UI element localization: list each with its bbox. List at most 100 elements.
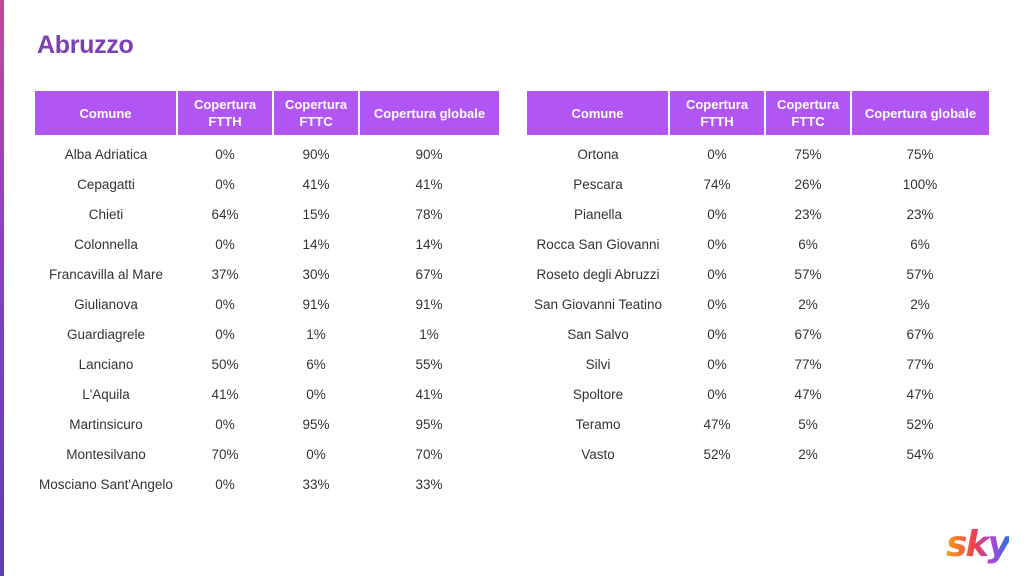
cell-copertura-ftth: 74% bbox=[703, 176, 731, 192]
table-row: Rocca San Giovanni 0% 6% 6% bbox=[527, 229, 989, 259]
cell-copertura-fttc: 47% bbox=[794, 386, 822, 402]
cell-copertura-globale: 47% bbox=[906, 386, 934, 402]
cell-copertura-ftth: 0% bbox=[215, 176, 235, 192]
table-row: Mosciano Sant'Angelo 0% 33% 33% bbox=[35, 469, 499, 499]
cell-comune: Silvi bbox=[585, 356, 611, 372]
cell-comune: San Giovanni Teatino bbox=[533, 296, 663, 312]
cell-copertura-ftth: 0% bbox=[707, 206, 727, 222]
table-row: Cepagatti 0% 41% 41% bbox=[35, 169, 499, 199]
table-row: Vasto 52% 2% 54% bbox=[527, 439, 989, 469]
cell-comune: Roseto degli Abruzzi bbox=[536, 266, 660, 282]
cell-copertura-ftth: 0% bbox=[707, 386, 727, 402]
cell-copertura-ftth: 0% bbox=[707, 146, 727, 162]
cell-comune: Cepagatti bbox=[77, 176, 135, 192]
table-row: Giulianova 0% 91% 91% bbox=[35, 289, 499, 319]
header-copertura-ftth: Copertura FTTH bbox=[669, 91, 766, 135]
header-comune: Comune bbox=[527, 91, 670, 135]
cell-copertura-fttc: 33% bbox=[302, 476, 330, 492]
cell-copertura-ftth: 0% bbox=[215, 326, 235, 342]
table-row: Guardiagrele 0% 1% 1% bbox=[35, 319, 499, 349]
cell-copertura-globale: 52% bbox=[906, 416, 934, 432]
cell-copertura-globale: 91% bbox=[415, 296, 443, 312]
cell-copertura-globale: 41% bbox=[415, 386, 443, 402]
table-row: Pescara 74% 26% 100% bbox=[527, 169, 989, 199]
cell-copertura-fttc: 67% bbox=[794, 326, 822, 342]
cell-comune: Chieti bbox=[88, 206, 124, 222]
cell-comune: San Salvo bbox=[567, 326, 629, 342]
cell-copertura-globale: 33% bbox=[415, 476, 443, 492]
cell-copertura-fttc: 15% bbox=[302, 206, 330, 222]
header-copertura-fttc: Copertura FTTC bbox=[273, 91, 360, 135]
table-row: L'Aquila 41% 0% 41% bbox=[35, 379, 499, 409]
table-body-right: Ortona 0% 75% 75% Pescara 74% 26% 100% Pianella 0… bbox=[527, 135, 989, 469]
cell-copertura-ftth: 0% bbox=[215, 296, 235, 312]
cell-copertura-fttc: 6% bbox=[798, 236, 818, 252]
cell-comune: Alba Adriatica bbox=[64, 146, 148, 162]
cell-copertura-ftth: 0% bbox=[215, 146, 235, 162]
cell-comune: L'Aquila bbox=[82, 386, 130, 402]
cell-comune: Vasto bbox=[581, 446, 615, 462]
cell-copertura-fttc: 5% bbox=[798, 416, 818, 432]
cell-copertura-fttc: 90% bbox=[302, 146, 330, 162]
coverage-table-left: Comune Copertura FTTH Copertura FTTC Cop… bbox=[35, 91, 499, 499]
table-row: San Salvo 0% 67% 67% bbox=[527, 319, 989, 349]
cell-copertura-ftth: 0% bbox=[215, 476, 235, 492]
cell-copertura-ftth: 0% bbox=[215, 236, 235, 252]
cell-comune: Ortona bbox=[577, 146, 619, 162]
cell-comune: Mosciano Sant'Angelo bbox=[39, 476, 173, 492]
table-row: Silvi 0% 77% 77% bbox=[527, 349, 989, 379]
table-row: San Giovanni Teatino 0% 2% 2% bbox=[527, 289, 989, 319]
cell-copertura-globale: 2% bbox=[910, 296, 930, 312]
page-title: Abruzzo bbox=[37, 31, 134, 59]
cell-copertura-ftth: 0% bbox=[707, 356, 727, 372]
cell-copertura-fttc: 23% bbox=[794, 206, 822, 222]
cell-copertura-fttc: 77% bbox=[794, 356, 822, 372]
cell-copertura-ftth: 37% bbox=[211, 266, 239, 282]
cell-copertura-fttc: 0% bbox=[306, 446, 326, 462]
cell-copertura-ftth: 0% bbox=[707, 296, 727, 312]
cell-comune: Rocca San Giovanni bbox=[536, 236, 660, 252]
table-row: Chieti 64% 15% 78% bbox=[35, 199, 499, 229]
cell-copertura-globale: 67% bbox=[415, 266, 443, 282]
cell-copertura-globale: 90% bbox=[415, 146, 443, 162]
cell-copertura-globale: 95% bbox=[415, 416, 443, 432]
cell-copertura-fttc: 2% bbox=[798, 446, 818, 462]
cell-comune: Giulianova bbox=[74, 296, 138, 312]
cell-comune: Colonnella bbox=[74, 236, 138, 252]
header-copertura-ftth: Copertura FTTH bbox=[177, 91, 274, 135]
cell-comune: Pescara bbox=[573, 176, 623, 192]
cell-copertura-ftth: 50% bbox=[211, 356, 239, 372]
cell-comune: Teramo bbox=[575, 416, 621, 432]
cell-comune: Martinsicuro bbox=[69, 416, 143, 432]
cell-comune: Lanciano bbox=[78, 356, 134, 372]
table-header-row: Comune Copertura FTTH Copertura FTTC Cop… bbox=[527, 91, 989, 135]
cell-copertura-ftth: 0% bbox=[215, 416, 235, 432]
cell-copertura-globale: 14% bbox=[415, 236, 443, 252]
cell-copertura-globale: 23% bbox=[906, 206, 934, 222]
cell-copertura-globale: 70% bbox=[415, 446, 443, 462]
cell-copertura-fttc: 75% bbox=[794, 146, 822, 162]
cell-copertura-fttc: 91% bbox=[302, 296, 330, 312]
cell-copertura-ftth: 64% bbox=[211, 206, 239, 222]
cell-copertura-ftth: 0% bbox=[707, 236, 727, 252]
left-accent-stripe bbox=[0, 0, 4, 576]
cell-copertura-fttc: 95% bbox=[302, 416, 330, 432]
cell-copertura-fttc: 2% bbox=[798, 296, 818, 312]
table-row: Pianella 0% 23% 23% bbox=[527, 199, 989, 229]
cell-copertura-ftth: 0% bbox=[707, 266, 727, 282]
cell-copertura-globale: 1% bbox=[419, 326, 439, 342]
cell-copertura-fttc: 57% bbox=[794, 266, 822, 282]
header-copertura-globale: Copertura globale bbox=[851, 91, 989, 135]
cell-copertura-ftth: 0% bbox=[707, 326, 727, 342]
cell-copertura-globale: 55% bbox=[415, 356, 443, 372]
cell-copertura-fttc: 14% bbox=[302, 236, 330, 252]
table-row: Roseto degli Abruzzi 0% 57% 57% bbox=[527, 259, 989, 289]
cell-copertura-ftth: 70% bbox=[211, 446, 239, 462]
coverage-table-right: Comune Copertura FTTH Copertura FTTC Cop… bbox=[527, 91, 989, 469]
header-copertura-fttc: Copertura FTTC bbox=[765, 91, 852, 135]
table-body-left: Alba Adriatica 0% 90% 90% Cepagatti 0% 41% 41% C… bbox=[35, 135, 499, 499]
cell-copertura-ftth: 52% bbox=[703, 446, 731, 462]
header-copertura-globale: Copertura globale bbox=[359, 91, 499, 135]
table-row: Teramo 47% 5% 52% bbox=[527, 409, 989, 439]
cell-copertura-fttc: 0% bbox=[306, 386, 326, 402]
